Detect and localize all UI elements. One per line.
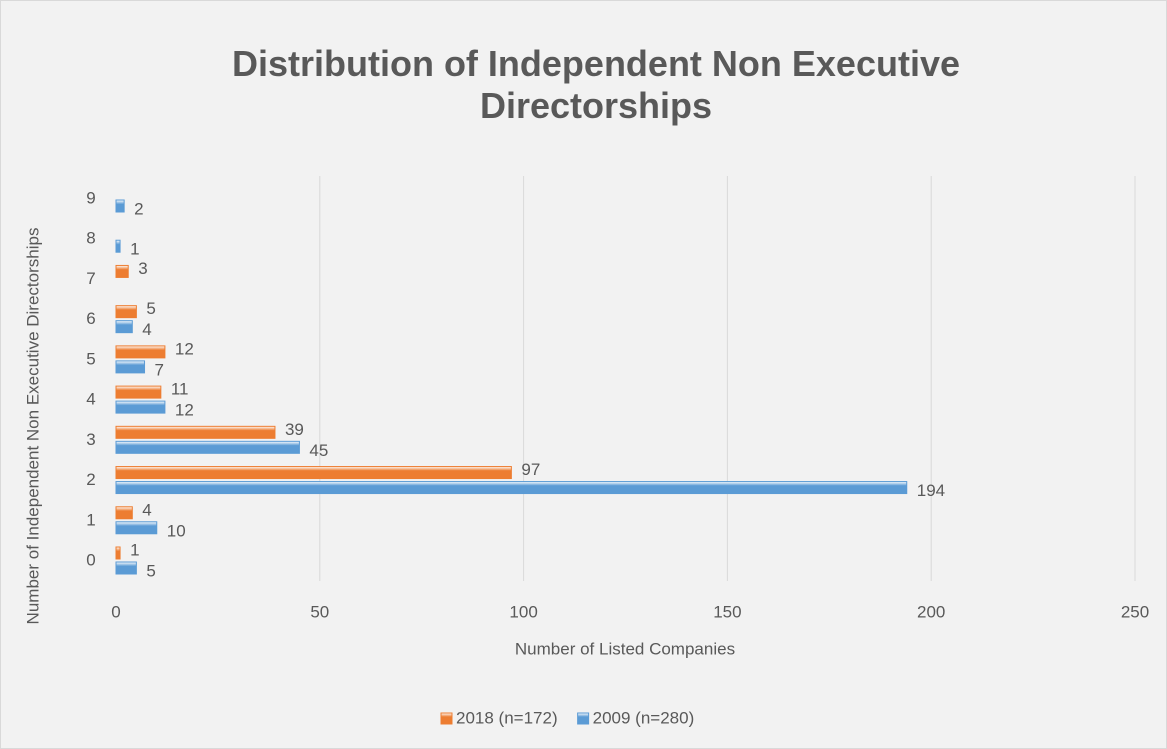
bar bbox=[115, 466, 512, 480]
y-tick-label: 8 bbox=[86, 229, 95, 248]
data-label: 97 bbox=[521, 460, 540, 479]
legend-label: 2018 (n=172) bbox=[456, 708, 558, 727]
y-tick-label: 1 bbox=[86, 510, 95, 529]
data-label: 12 bbox=[175, 401, 194, 420]
bar bbox=[115, 546, 121, 560]
x-axis-label: Number of Listed Companies bbox=[515, 639, 735, 658]
bar bbox=[115, 506, 133, 520]
bar bbox=[115, 440, 300, 454]
x-tick-label: 150 bbox=[713, 602, 741, 621]
legend-marker bbox=[577, 712, 590, 725]
bar bbox=[115, 264, 129, 278]
y-tick-label: 7 bbox=[86, 269, 95, 288]
bar bbox=[115, 345, 166, 359]
data-label: 4 bbox=[142, 500, 151, 519]
y-tick-label: 5 bbox=[86, 349, 95, 368]
y-axis-label: Number of Independent Non Executive Dire… bbox=[23, 228, 42, 625]
bar bbox=[115, 425, 276, 439]
data-label: 1 bbox=[130, 240, 139, 259]
bar bbox=[115, 400, 166, 414]
legend-label: 2009 (n=280) bbox=[593, 708, 695, 727]
data-label: 3 bbox=[138, 259, 147, 278]
y-tick-label: 3 bbox=[86, 430, 95, 449]
y-tick-label: 6 bbox=[86, 309, 95, 328]
bar bbox=[115, 521, 158, 535]
data-label: 2 bbox=[134, 199, 143, 218]
data-label: 4 bbox=[142, 320, 151, 339]
bar bbox=[115, 360, 146, 374]
data-label: 194 bbox=[917, 481, 945, 500]
data-label: 12 bbox=[175, 339, 194, 358]
chart-title: Distribution of Independent Non Executiv… bbox=[231, 43, 961, 126]
bar bbox=[115, 481, 908, 495]
bar bbox=[115, 320, 133, 334]
bar bbox=[115, 385, 162, 399]
x-tick-label: 100 bbox=[509, 602, 537, 621]
data-label: 11 bbox=[171, 380, 189, 399]
bar bbox=[115, 239, 121, 253]
legend-marker bbox=[440, 712, 453, 725]
x-tick-label: 250 bbox=[1121, 602, 1149, 621]
x-tick-label: 0 bbox=[111, 602, 120, 621]
data-label: 45 bbox=[309, 441, 328, 460]
y-tick-label: 0 bbox=[86, 550, 95, 569]
bar bbox=[115, 561, 137, 575]
bar bbox=[115, 199, 125, 213]
data-label: 10 bbox=[167, 521, 186, 540]
y-tick-label: 2 bbox=[86, 470, 95, 489]
y-tick-label: 4 bbox=[86, 390, 95, 409]
data-label: 39 bbox=[285, 420, 304, 439]
x-tick-label: 200 bbox=[917, 602, 945, 621]
y-tick-label: 9 bbox=[86, 188, 95, 207]
data-label: 5 bbox=[146, 561, 155, 580]
x-tick-label: 50 bbox=[310, 602, 329, 621]
data-label: 1 bbox=[130, 540, 139, 559]
data-label: 5 bbox=[146, 299, 155, 318]
data-label: 7 bbox=[155, 360, 164, 379]
bar bbox=[115, 305, 137, 319]
